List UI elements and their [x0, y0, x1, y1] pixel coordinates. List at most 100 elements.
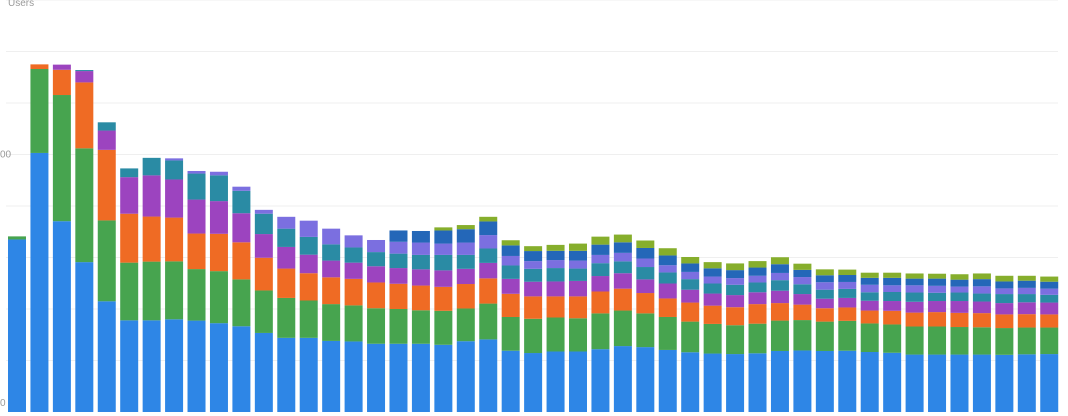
bar-segment [479, 262, 498, 279]
bar-segment [838, 275, 857, 282]
bar-segment [860, 352, 879, 412]
bar-segment [770, 303, 789, 321]
bar-segment [793, 277, 812, 285]
bar-segment [120, 320, 139, 412]
bar-segment [232, 279, 251, 327]
bar-segment [187, 233, 206, 270]
bar-segment [748, 353, 767, 412]
bar-segment [636, 293, 655, 314]
bar-segment [456, 225, 475, 230]
bar-segment [613, 346, 632, 412]
bar-segment [905, 326, 924, 355]
bar-segment [254, 234, 273, 258]
bar-segment [928, 273, 947, 279]
bar-segment [569, 280, 587, 297]
bar-segment [389, 309, 408, 344]
bar-segment [75, 70, 94, 72]
bar-segment [681, 263, 700, 272]
bar-segment [770, 272, 789, 281]
bar-segment [1017, 302, 1036, 315]
bar-segment [658, 272, 677, 284]
bar-segment [75, 262, 94, 412]
bar-segment [569, 318, 587, 352]
bar-segment [838, 297, 857, 308]
bar-segment [838, 269, 857, 276]
bar-segment [209, 233, 228, 272]
bar-segment [1040, 288, 1059, 295]
bar-segment [860, 323, 879, 352]
bar-segment [434, 227, 453, 231]
bar-segment [636, 347, 655, 412]
bar-segment [142, 216, 161, 262]
bar-segment [411, 254, 430, 270]
bar-segment [591, 244, 610, 255]
bar-segment [681, 271, 700, 280]
bar-segment [883, 310, 902, 325]
bar-segment [658, 316, 677, 350]
bar-segment [97, 122, 116, 131]
bar-segment [681, 302, 700, 322]
bar-segment [748, 267, 767, 276]
bar-segment [120, 168, 139, 178]
bar-segment [860, 272, 879, 278]
bar-segment [299, 273, 318, 301]
bar-segment [1017, 287, 1036, 295]
bar-segment [1017, 275, 1036, 281]
bar-segment [277, 268, 296, 298]
bar-segment [434, 310, 453, 345]
bar-segment [322, 340, 341, 412]
bar-segment [299, 236, 318, 255]
bar-segment [1017, 280, 1036, 288]
bar-segment [479, 303, 498, 340]
bar-segment [838, 320, 857, 351]
bar-segment [681, 256, 700, 264]
bar-segment [703, 283, 722, 294]
bar-segment [770, 257, 789, 265]
bar-segment [456, 284, 475, 309]
bar-segment [636, 279, 655, 294]
bar-segment [950, 292, 969, 302]
bar-segment [995, 328, 1014, 355]
bar-segment [591, 291, 610, 314]
bar-segment [703, 353, 722, 412]
bar-segment [905, 285, 924, 293]
bar-segment [501, 255, 520, 266]
bar-segment [97, 220, 116, 302]
bar-segment [434, 286, 453, 311]
bar-segment [367, 266, 386, 283]
bar-segment [142, 320, 161, 412]
bar-segment [928, 354, 947, 412]
bar-segment [524, 268, 543, 282]
bar-segment [52, 64, 71, 70]
bar-segment [434, 344, 453, 412]
bar-segment [209, 175, 228, 202]
bar-segment [1040, 294, 1059, 303]
bar-segment [524, 261, 543, 269]
bar-segment [793, 304, 812, 321]
y-axis: Users 00 0 [0, 0, 34, 409]
bar-segment [793, 320, 812, 351]
bar-segment [1040, 281, 1059, 289]
bars [8, 64, 1059, 412]
bar-segment [8, 239, 26, 412]
bar-segment [97, 301, 116, 412]
bar-segment [793, 269, 812, 278]
bar-segment [367, 252, 386, 267]
y-axis-label: Users [8, 0, 34, 9]
bar-segment [950, 279, 969, 287]
bar-segment [591, 236, 610, 245]
bar-segment [995, 314, 1014, 329]
bar-segment [456, 268, 475, 285]
bar-segment [613, 261, 632, 274]
bar-segment [569, 243, 587, 251]
bar-segment [277, 246, 296, 269]
bar-segment [995, 275, 1014, 282]
bar-segment [793, 284, 812, 295]
bar-segment [277, 297, 296, 338]
bar-segment [389, 343, 408, 412]
bar-segment [187, 170, 206, 174]
bar-segment [770, 320, 789, 351]
bar-segment [546, 268, 565, 282]
bar-segment [546, 244, 565, 251]
bar-segment [209, 171, 228, 176]
